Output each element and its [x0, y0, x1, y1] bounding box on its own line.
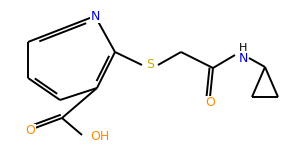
- Text: O: O: [205, 97, 215, 109]
- Text: N: N: [238, 52, 248, 64]
- Text: H: H: [239, 43, 247, 53]
- Text: OH: OH: [90, 131, 109, 143]
- Text: S: S: [146, 59, 154, 71]
- Text: N: N: [90, 9, 100, 22]
- Text: O: O: [25, 124, 35, 138]
